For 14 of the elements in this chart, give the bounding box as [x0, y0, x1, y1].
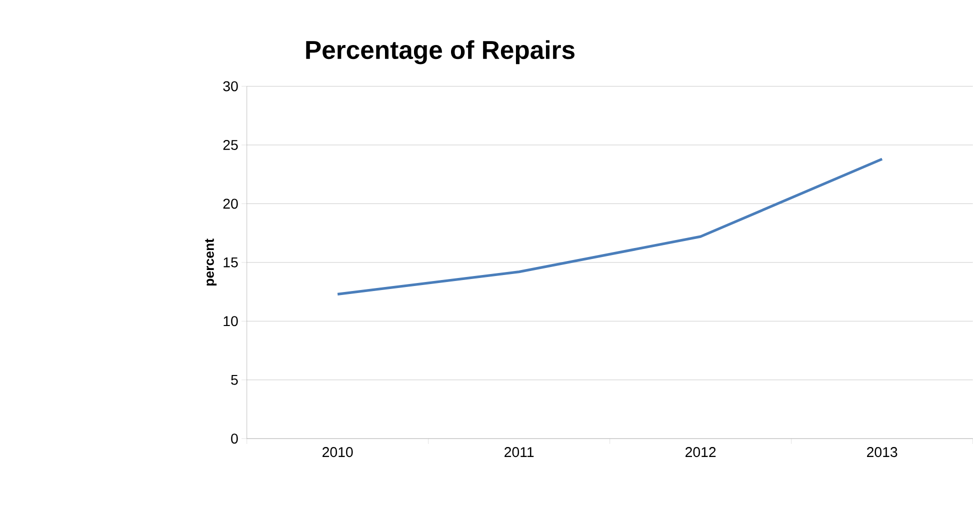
y-axis-title: percent [205, 238, 217, 286]
y-tick-label: 0 [231, 434, 238, 444]
x-tick-label: 2013 [867, 447, 898, 458]
x-tick-label: 2012 [686, 447, 716, 458]
y-tick-label: 15 [224, 258, 238, 268]
x-tick-label: 2010 [322, 447, 353, 458]
line-series [336, 158, 884, 296]
chart-title: Percentage of Repairs [306, 40, 574, 64]
x-tick-label: 2011 [504, 447, 534, 458]
y-tick-label: 30 [223, 81, 238, 92]
y-tick-label: 5 [231, 375, 238, 386]
y-tick-label: 10 [224, 316, 238, 326]
y-tick-label: 25 [223, 140, 238, 150]
y-tick-label: 20 [223, 198, 238, 209]
